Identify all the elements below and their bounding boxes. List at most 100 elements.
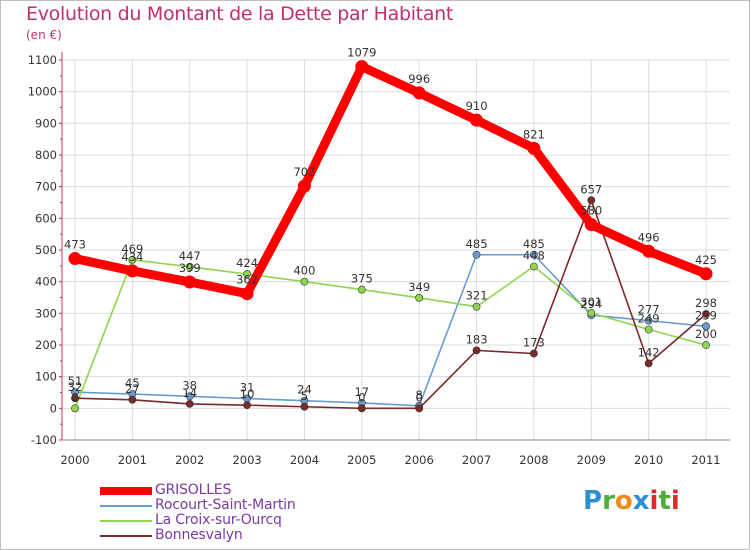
data-label: 434	[121, 250, 143, 264]
data-label: 496	[638, 230, 660, 244]
data-label: 8	[416, 388, 423, 402]
legend-swatch	[100, 505, 152, 507]
data-label: 996	[408, 72, 430, 86]
y-tick-label: -100	[31, 433, 57, 447]
data-point	[644, 359, 653, 368]
data-point	[243, 401, 251, 410]
data-point	[243, 270, 251, 278]
data-label: 142	[638, 345, 660, 359]
x-tick-label: 2010	[634, 453, 663, 467]
data-label: 32	[68, 380, 83, 394]
data-point	[644, 316, 653, 325]
data-point	[128, 255, 137, 264]
data-point	[71, 394, 79, 403]
data-label: 294	[580, 297, 602, 311]
data-point	[412, 86, 426, 100]
data-point	[240, 287, 254, 301]
y-tick-label: 900	[35, 116, 57, 130]
x-tick-label: 2007	[462, 453, 491, 467]
data-label: 400	[293, 264, 315, 278]
data-point	[128, 395, 137, 404]
x-tick-label: 2000	[60, 453, 89, 467]
data-point	[68, 252, 82, 266]
data-point	[587, 309, 596, 317]
data-label: 14	[182, 386, 197, 400]
data-label: 910	[466, 99, 488, 113]
series-line-la-croix-sur-ourcq	[74, 259, 707, 410]
data-point	[415, 404, 424, 413]
data-label: 424	[236, 256, 258, 270]
data-point	[530, 250, 538, 259]
data-label: 485	[466, 237, 488, 251]
data-label: 399	[179, 261, 201, 275]
grid	[62, 59, 730, 441]
legend-swatch	[100, 535, 152, 537]
data-label: 702	[293, 165, 315, 179]
data-label: 447	[179, 249, 201, 263]
legend-label: Rocourt-Saint-Martin	[155, 497, 296, 513]
y-tick-label: 300	[35, 306, 57, 320]
x-tick-label: 2011	[691, 453, 720, 467]
data-label: 0	[71, 390, 78, 404]
data-label: 10	[240, 387, 255, 401]
data-label: 1079	[347, 46, 376, 60]
data-point	[355, 60, 369, 74]
data-label: 485	[523, 237, 545, 251]
data-point	[472, 302, 481, 311]
data-point	[300, 277, 309, 286]
x-tick-label: 2005	[347, 453, 376, 467]
series-lines	[68, 60, 713, 413]
data-point	[185, 399, 194, 408]
legend-label: La Croix-sur-Ourcq	[155, 512, 282, 528]
data-label: 375	[351, 272, 373, 286]
data-point	[71, 404, 79, 413]
data-label: 469	[121, 242, 143, 256]
data-point	[702, 322, 710, 331]
data-label: 38	[182, 378, 197, 392]
data-label: 0	[358, 390, 365, 404]
data-label: 362	[236, 273, 258, 287]
data-point	[300, 402, 309, 411]
data-label: 45	[125, 376, 140, 390]
x-tick-label: 2004	[290, 453, 319, 467]
data-label: 249	[638, 311, 660, 325]
series-line-grisolles	[70, 62, 711, 299]
data-point	[470, 113, 484, 127]
y-tick-label: 500	[35, 243, 57, 257]
legend-label: GRISOLLES	[155, 482, 232, 498]
legend-swatch	[100, 487, 152, 495]
x-tick-label: 2002	[175, 453, 204, 467]
data-point	[472, 250, 481, 259]
data-point	[183, 275, 197, 289]
data-point	[642, 244, 656, 258]
data-label: 31	[240, 381, 255, 395]
y-tick-label: 200	[35, 338, 57, 352]
data-label: 200	[695, 327, 717, 341]
data-point	[699, 267, 713, 281]
data-label: 657	[580, 182, 602, 196]
data-point	[357, 404, 366, 413]
data-point	[125, 264, 139, 278]
data-point	[472, 346, 481, 355]
x-tick-label: 2001	[118, 453, 147, 467]
legend-label: Bonnesvalyn	[155, 527, 243, 543]
data-label: 448	[523, 248, 545, 262]
data-label: 301	[580, 295, 602, 309]
data-point	[644, 325, 653, 334]
x-tick-label: 2009	[577, 453, 606, 467]
data-point	[702, 310, 710, 318]
data-point	[185, 392, 194, 401]
data-point	[584, 218, 598, 232]
data-label: 298	[695, 296, 717, 310]
data-label: 821	[523, 127, 545, 141]
data-label: 173	[523, 336, 545, 350]
data-label: 259	[695, 308, 717, 322]
chart-title: Evolution du Montant de la Dette par Hab…	[26, 3, 454, 25]
data-label: 473	[64, 238, 86, 252]
y-tick-label: 1100	[28, 53, 57, 67]
y-tick-label: 800	[35, 148, 57, 162]
y-tick-label: 400	[35, 275, 57, 289]
data-point	[527, 141, 541, 155]
data-point	[530, 349, 538, 358]
